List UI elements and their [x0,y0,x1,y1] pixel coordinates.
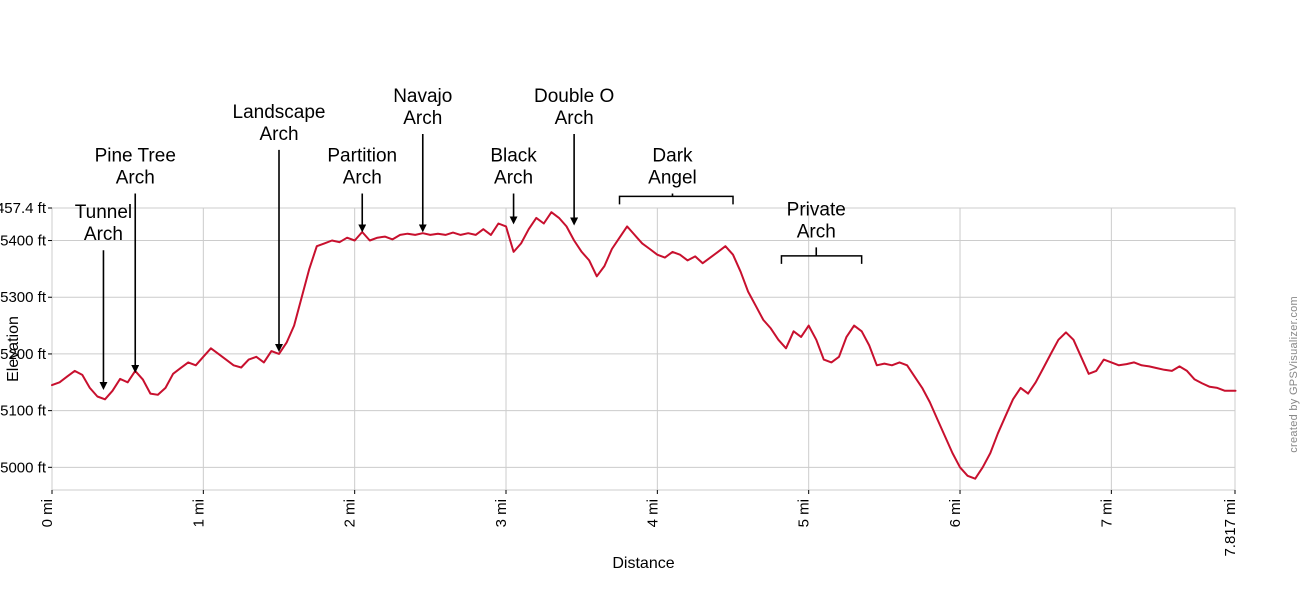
chart-svg: 5000 ft5100 ft5200 ft5300 ft5400 ft5457.… [0,0,1300,592]
annotation-label: Arch [494,168,533,189]
elevation-profile-chart: 5000 ft5100 ft5200 ft5300 ft5400 ft5457.… [0,0,1300,592]
annotation-label: Pine Tree [95,146,176,167]
y-tick-label: 5100 ft [0,403,47,420]
x-tick-label: 5 mi [796,499,813,527]
x-tick-label: 6 mi [947,499,964,527]
x-tick-label: 2 mi [342,499,359,527]
x-tick-label: 1 mi [190,499,207,527]
annotation-label: Arch [797,221,836,242]
x-tick-label: 4 mi [644,499,661,527]
plot-border [52,208,1235,490]
x-axis: 0 mi 1 mi 2 mi 3 mi 4 mi 5 mi 6 mi 7 mi 7.817 mi [39,490,1239,557]
annotation-label: Arch [555,108,594,129]
annotation-label: Partition [327,146,397,167]
x-tick-label: 7.817 mi [1222,499,1239,557]
y-tick-label: 5457.4 ft [0,200,47,217]
annotation-label: Arch [259,124,298,145]
y-tick-label: 5400 ft [0,233,47,250]
x-tick-label: 7 mi [1098,499,1115,527]
credit-text: created by GPSVisualizer.com [1288,296,1300,453]
annotation-label: Arch [84,224,123,245]
y-tick-label: 5000 ft [0,459,47,476]
annotation-bracket [781,256,861,264]
annotation-label: Arch [403,108,442,129]
x-tick-label: 3 mi [493,499,510,527]
annotation-label: Angel [648,168,697,189]
x-axis-label: Distance [612,555,674,572]
annotation-label: Arch [116,168,155,189]
annotation-bracket [620,196,734,204]
y-tick-label: 5300 ft [0,289,47,306]
annotation-label: Black [490,146,537,167]
grid [52,208,1235,490]
x-tick-label: 0 mi [39,499,56,527]
annotation-label: Tunnel [75,202,132,223]
elevation-line [52,212,1236,479]
y-axis-label: Elevation [5,316,22,382]
annotation-label: Double O [534,86,614,107]
annotation-label: Landscape [233,102,326,123]
annotation-label: Arch [343,168,382,189]
annotation-label: Navajo [393,86,452,107]
annotation-label: Dark [652,146,693,167]
annotation-label: Private [787,199,846,220]
